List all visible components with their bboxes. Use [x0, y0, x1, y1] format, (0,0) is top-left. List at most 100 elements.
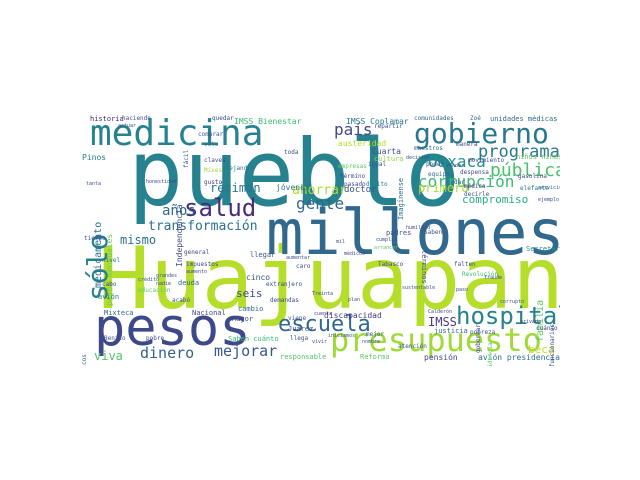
word-servicio: servicio [538, 185, 560, 191]
word-primero: primero [418, 181, 469, 195]
word-manera: manera [456, 141, 478, 148]
word-millones: millones [266, 196, 560, 269]
word-gobierno: gobierno [414, 117, 549, 150]
word-oaxaca: Oaxaca [428, 152, 486, 171]
word-anos: años [162, 203, 196, 219]
word-historia: historia [90, 115, 124, 123]
word-educacion: educación [138, 287, 171, 294]
word-pension: pensión [424, 353, 458, 362]
word-ninos-ninas: niños niñas [516, 153, 560, 161]
word-demandas: demandas [270, 297, 299, 304]
word-paso: paso [456, 287, 469, 293]
word-calderon: Calderón [428, 309, 453, 315]
word-sustentable: sustentable [402, 285, 436, 291]
word-general: general [184, 249, 210, 256]
word-comprar: comprar [198, 131, 224, 138]
word-corrupto: corrupto [500, 299, 525, 305]
word-mayor: Mayor [232, 315, 254, 323]
word-mixteca: Mixteca [104, 309, 134, 317]
word-pobreza: pobreza [470, 329, 496, 336]
word-secretaria: Secretaría [526, 245, 560, 253]
word-regimen: régimen [210, 181, 261, 195]
word-compromiso: compromiso [462, 193, 529, 206]
word-llega: llega [290, 335, 309, 342]
word-caro: caro [296, 263, 311, 270]
word-vivir: vivir [312, 339, 328, 345]
word-independencia: Independencia [175, 204, 184, 267]
word-seis: seis [236, 287, 263, 300]
word-viva: viva [94, 349, 123, 363]
word-saben: Saben [424, 229, 443, 236]
word-hospital: hospital [456, 302, 560, 330]
word-igual: igual [368, 161, 387, 168]
word-elefante: elefante [520, 185, 549, 192]
word-iniciamos: iniciamos [328, 333, 356, 339]
word-privada: privada [520, 319, 542, 325]
word-nacional: Nacional [192, 309, 226, 317]
word-pasado: pasado [344, 181, 366, 188]
word-deuda: deuda [178, 279, 200, 287]
word-acabo: acabó [172, 297, 191, 304]
word-avion-presidencial: avión presidencial [478, 353, 560, 362]
word-ahorra: ahorrar [292, 183, 347, 198]
word-poder: poder [426, 161, 445, 168]
word-medica: médica [464, 183, 486, 190]
word-treinta: Treinta [312, 291, 334, 297]
word-doctor: doctor [344, 185, 377, 195]
word-pesos: pesos [94, 298, 251, 358]
word-avion: avión [98, 293, 120, 301]
word-pinos: Pinos [82, 153, 107, 162]
word-tiempo: tiempo [84, 235, 106, 242]
word-falten: falten [454, 261, 476, 268]
word-fraude: fraude [484, 275, 503, 281]
word-movimiento: movimiento [468, 157, 505, 164]
word-mil: mil [336, 239, 346, 245]
word-cumplir: cumplir [376, 237, 398, 243]
word-actuar: actuar [118, 123, 137, 129]
word-impuestos: impuestos [186, 261, 219, 268]
word-unidades-medicas: unidades médicas [490, 115, 558, 123]
word-mejorar: mejorar [214, 342, 278, 360]
word-nombre: nombre [362, 339, 381, 345]
word-dinero: dinero [140, 344, 195, 362]
word-medicina: medicina [90, 114, 264, 154]
word-empresas: empresas [338, 163, 367, 170]
word-honestidad: honestidad [146, 179, 177, 185]
word-medicos: médicos [344, 251, 366, 257]
word-dar: dar [454, 179, 465, 186]
word-imaginense: Imagínense [397, 177, 405, 220]
word-discapacidad: discapacidad [324, 311, 382, 320]
word-facil: fácil [183, 149, 190, 168]
word-publica: pública [490, 160, 560, 181]
word-imss: IMSS [428, 315, 457, 329]
word-saben-cuanto: Saben cuánto [228, 335, 279, 343]
word-transformacion: transformación [148, 219, 258, 234]
word-termino: término [340, 173, 366, 180]
word-presidencia: Presidencia [487, 342, 494, 366]
word-pais: país [334, 120, 373, 139]
word-atencion: atención [398, 343, 427, 350]
word-imss-coplamar: IMSS Coplamar [346, 117, 409, 126]
word-pueblo: pueblo [128, 120, 461, 227]
word-cuarta: Cuarta [372, 147, 401, 156]
word-juarez: Juárez [288, 325, 314, 333]
word-tanta: tanta [86, 181, 102, 187]
word-toda: toda [284, 149, 299, 156]
word-imss-bienestar: IMSS Bienestar [234, 117, 302, 126]
word-gente: gente [296, 194, 345, 213]
word-terminos: términos [420, 250, 428, 284]
word-maestros: maestros [414, 145, 443, 152]
word-medicamento: medicamento [93, 221, 104, 288]
word-benito: Benito [104, 335, 126, 342]
word-decision: decisión [406, 155, 431, 161]
word-haciendo: haciendo [122, 115, 151, 122]
word-mixes: Mixes [204, 167, 223, 174]
word-altos-funcionarios: altos funcionarios [549, 323, 556, 366]
word-aumentar: aumentar [286, 255, 311, 261]
word-programa: programa [478, 142, 560, 162]
word-humildad: humildad [406, 225, 431, 231]
word-beca: beca [528, 343, 555, 356]
word-voto: voto [204, 141, 219, 148]
word-gobernar: gobernar [475, 324, 482, 353]
word-arrancar: arrancar [374, 245, 399, 251]
